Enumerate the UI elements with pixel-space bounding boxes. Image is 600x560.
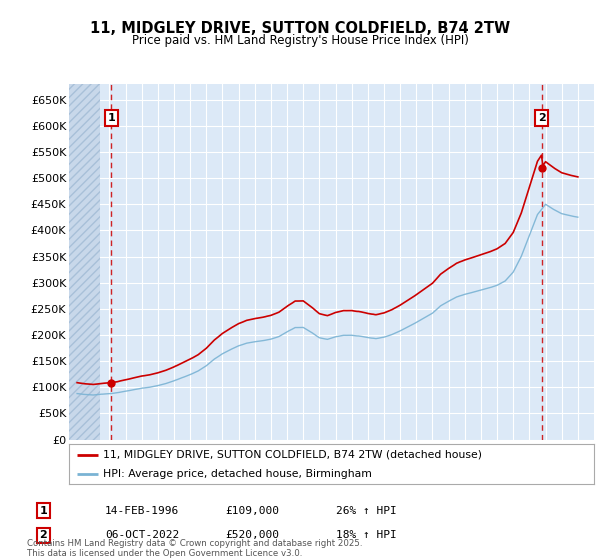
Text: 11, MIDGLEY DRIVE, SUTTON COLDFIELD, B74 2TW: 11, MIDGLEY DRIVE, SUTTON COLDFIELD, B74… [90, 21, 510, 36]
Text: 14-FEB-1996: 14-FEB-1996 [105, 506, 179, 516]
Text: Price paid vs. HM Land Registry's House Price Index (HPI): Price paid vs. HM Land Registry's House … [131, 34, 469, 46]
Text: HPI: Average price, detached house, Birmingham: HPI: Average price, detached house, Birm… [103, 469, 372, 478]
Bar [69, 84, 100, 440]
Text: 18% ↑ HPI: 18% ↑ HPI [336, 530, 397, 540]
Text: 11, MIDGLEY DRIVE, SUTTON COLDFIELD, B74 2TW (detached house): 11, MIDGLEY DRIVE, SUTTON COLDFIELD, B74… [103, 450, 482, 460]
Text: £109,000: £109,000 [225, 506, 279, 516]
Text: 1: 1 [40, 506, 47, 516]
Text: £520,000: £520,000 [225, 530, 279, 540]
Text: 26% ↑ HPI: 26% ↑ HPI [336, 506, 397, 516]
Text: 1: 1 [107, 113, 115, 123]
Text: 2: 2 [40, 530, 47, 540]
Text: Contains HM Land Registry data © Crown copyright and database right 2025.
This d: Contains HM Land Registry data © Crown c… [27, 539, 362, 558]
Text: 2: 2 [538, 113, 545, 123]
Text: 06-OCT-2022: 06-OCT-2022 [105, 530, 179, 540]
